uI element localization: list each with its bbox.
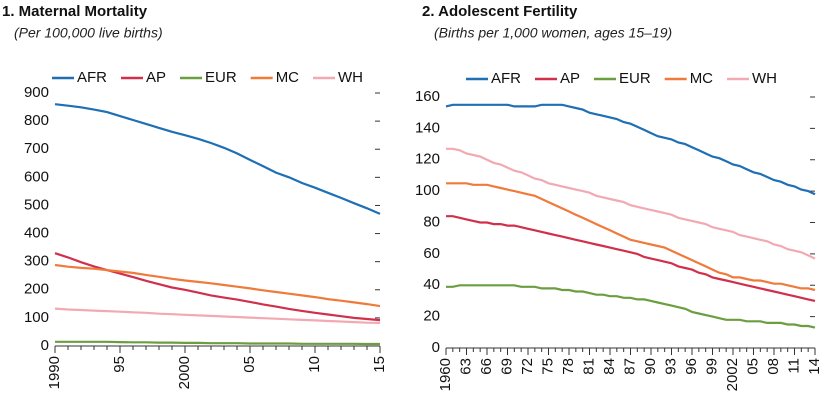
x-tick-label: 11 bbox=[785, 358, 802, 374]
y-tick-label: 80 bbox=[423, 213, 440, 230]
x-tick-label: 75 bbox=[539, 358, 556, 375]
legend-label: EUR bbox=[205, 69, 237, 86]
x-tick-label: 99 bbox=[703, 358, 720, 375]
y-tick-label: 160 bbox=[415, 88, 440, 105]
series-line bbox=[446, 147, 816, 260]
y-tick-label: 600 bbox=[24, 168, 49, 185]
chart-title: 2. Adolescent Fertility bbox=[422, 3, 578, 20]
x-tick-label: 15 bbox=[371, 356, 388, 373]
legend-label: MC bbox=[276, 69, 299, 86]
y-tick-label: 60 bbox=[423, 245, 440, 262]
x-tick-label: 96 bbox=[683, 358, 700, 375]
x-tick-label: 10 bbox=[306, 356, 323, 373]
series-line bbox=[445, 103, 816, 196]
series-line bbox=[54, 103, 381, 215]
x-tick-label: 05 bbox=[241, 356, 258, 373]
legend-label: MC bbox=[690, 70, 713, 87]
y-tick-label: 200 bbox=[24, 281, 49, 298]
series-line bbox=[54, 307, 381, 324]
x-tick-label: 08 bbox=[765, 358, 782, 375]
chart-subtitle: (Per 100,000 live births) bbox=[14, 25, 163, 41]
series-line bbox=[54, 263, 381, 308]
y-tick-label: 20 bbox=[423, 308, 440, 325]
y-tick-label: 100 bbox=[24, 309, 49, 326]
y-tick-label: 100 bbox=[415, 182, 440, 199]
y-tick-label: 500 bbox=[24, 196, 49, 213]
x-tick-label: 81 bbox=[580, 358, 597, 375]
y-tick-label: 40 bbox=[423, 276, 440, 293]
x-tick-label: 1960 bbox=[437, 358, 454, 391]
series-line bbox=[55, 340, 380, 346]
x-tick-label: 05 bbox=[744, 358, 761, 375]
chart-title: 1. Maternal Mortality bbox=[2, 3, 148, 20]
x-tick-label: 69 bbox=[498, 358, 515, 375]
x-tick-label: 78 bbox=[560, 358, 577, 375]
series-line bbox=[446, 182, 816, 292]
y-tick-label: 0 bbox=[432, 339, 440, 356]
x-tick-label: 66 bbox=[478, 358, 495, 375]
x-tick-label: 14 bbox=[806, 358, 823, 375]
y-tick-label: 400 bbox=[24, 225, 49, 242]
x-tick-label: 90 bbox=[642, 358, 659, 375]
series-line bbox=[446, 215, 816, 302]
x-tick-label: 2002 bbox=[724, 358, 741, 391]
legend-label: AP bbox=[146, 69, 166, 86]
x-tick-label: 1990 bbox=[46, 356, 63, 389]
x-tick-label: 87 bbox=[621, 358, 638, 375]
x-tick-label: 93 bbox=[662, 358, 679, 375]
x-tick-label: 63 bbox=[457, 358, 474, 375]
chart-subtitle: (Births per 1,000 women, ages 15–19) bbox=[434, 25, 672, 41]
legend-label: AP bbox=[560, 70, 580, 87]
y-tick-label: 120 bbox=[415, 151, 440, 168]
legend-label: AFR bbox=[77, 69, 107, 86]
y-tick-label: 140 bbox=[415, 119, 440, 136]
legend-label: WH bbox=[752, 70, 777, 87]
legend-label: WH bbox=[338, 69, 363, 86]
x-tick-label: 84 bbox=[601, 358, 618, 375]
y-tick-label: 800 bbox=[24, 112, 49, 129]
legend-label: EUR bbox=[619, 70, 651, 87]
y-tick-label: 700 bbox=[24, 140, 49, 157]
legend-label: AFR bbox=[491, 70, 521, 87]
x-tick-label: 2000 bbox=[176, 356, 193, 389]
x-tick-label: 95 bbox=[111, 356, 128, 373]
series-line bbox=[446, 284, 816, 329]
y-tick-label: 900 bbox=[24, 84, 49, 101]
x-tick-label: 72 bbox=[519, 358, 536, 375]
y-tick-label: 300 bbox=[24, 253, 49, 270]
y-tick-label: 0 bbox=[41, 337, 49, 354]
